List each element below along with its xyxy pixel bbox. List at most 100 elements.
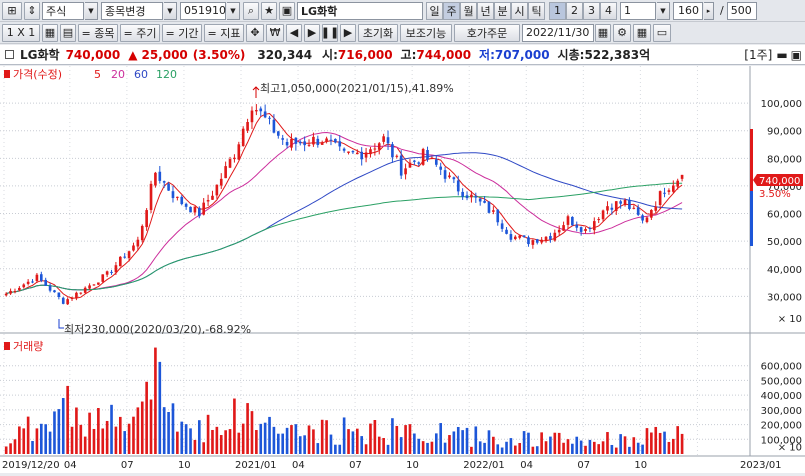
candle-body bbox=[395, 155, 399, 157]
period-tab[interactable]: 틱 bbox=[528, 1, 545, 20]
period-tab[interactable]: 일 bbox=[426, 1, 443, 20]
star-icon[interactable]: ★ bbox=[261, 1, 277, 20]
volume-bar bbox=[382, 438, 385, 454]
period-tab[interactable]: 분 bbox=[494, 1, 511, 20]
toolbar2-filter-button[interactable]: = 기간 bbox=[162, 23, 202, 42]
change-item-select[interactable]: 종목변경 bbox=[101, 1, 163, 20]
won-icon[interactable]: ₩ bbox=[266, 23, 284, 42]
calendar-icon[interactable]: ▦ bbox=[595, 23, 611, 42]
checkbox-icon[interactable] bbox=[5, 50, 14, 59]
time-tick-label: 2019/12/20 bbox=[2, 460, 60, 471]
volume-bar bbox=[448, 435, 451, 454]
volume-bar bbox=[290, 425, 293, 454]
number-tab[interactable]: 2 bbox=[566, 1, 583, 20]
chevron-down-icon[interactable]: ▼ bbox=[164, 1, 177, 20]
move-icon[interactable]: ✥ bbox=[246, 23, 264, 42]
candle-body bbox=[492, 210, 495, 212]
aux-function-button[interactable]: 보조기능 bbox=[400, 23, 452, 42]
candle-body bbox=[228, 159, 232, 168]
chevron-down-icon[interactable]: ▼ bbox=[85, 1, 98, 20]
spinner-icon[interactable]: ▸ bbox=[704, 1, 714, 20]
ratio-small-icon[interactable]: ▤ bbox=[60, 23, 76, 42]
volume-bar bbox=[439, 423, 443, 454]
minimize-icon[interactable]: ▬ bbox=[776, 47, 788, 62]
volume-bar bbox=[66, 385, 69, 454]
window-icon[interactable]: ▭ bbox=[653, 23, 671, 42]
volume-bar bbox=[334, 444, 337, 454]
candle-body bbox=[312, 136, 315, 145]
pause-icon[interactable]: ❚❚ bbox=[321, 23, 339, 42]
volume-bar bbox=[92, 428, 96, 454]
current-pct-label: 3.50% bbox=[759, 189, 791, 200]
grid-icon[interactable]: ▦ bbox=[42, 23, 58, 42]
candle-body bbox=[88, 285, 91, 289]
volume-bar bbox=[474, 426, 478, 454]
count-input[interactable]: 160 bbox=[673, 1, 703, 20]
period-tab[interactable]: 시 bbox=[511, 1, 528, 20]
volume-tick-label: 600,000 bbox=[761, 362, 802, 373]
number-tab[interactable]: 4 bbox=[600, 1, 617, 20]
period-tab[interactable]: 주 bbox=[443, 1, 460, 20]
arrow-up-down-icon[interactable]: ⇕ bbox=[24, 1, 40, 20]
candle-body bbox=[680, 174, 684, 179]
price-tick-label: 70,000 bbox=[767, 182, 802, 193]
period-tab[interactable]: 년 bbox=[477, 1, 494, 20]
volume-bar bbox=[110, 404, 113, 454]
volume-bar bbox=[338, 444, 342, 454]
candle-body bbox=[26, 281, 30, 284]
volume-bar bbox=[566, 439, 570, 454]
toolbar2-filter-button[interactable]: = 지표 bbox=[204, 23, 244, 42]
candle-body bbox=[246, 122, 249, 131]
chevron-down-icon[interactable]: ▼ bbox=[657, 1, 670, 20]
ratio-button[interactable]: 1 X 1 bbox=[2, 23, 40, 42]
candle-body bbox=[676, 180, 680, 187]
volume-bar bbox=[575, 436, 579, 454]
maximize-icon[interactable]: ▣ bbox=[790, 47, 802, 62]
volume-tick-label: 100,000 bbox=[761, 435, 802, 446]
volume-bar bbox=[351, 431, 355, 454]
candle-body bbox=[316, 138, 320, 145]
reset-button[interactable]: 초기화 bbox=[358, 23, 398, 42]
candle-body bbox=[66, 299, 69, 305]
number-tab[interactable]: 1 bbox=[549, 1, 566, 20]
gear-icon[interactable]: ⚙ bbox=[613, 23, 631, 42]
volume-bar bbox=[211, 429, 214, 454]
volume-bar bbox=[259, 423, 263, 454]
candle-body bbox=[272, 119, 276, 133]
candle-body bbox=[658, 191, 662, 206]
volume-bar bbox=[614, 447, 618, 454]
candle-body bbox=[197, 207, 201, 217]
candle-body bbox=[505, 229, 508, 234]
candle-body bbox=[610, 207, 614, 210]
volume-bar bbox=[408, 424, 412, 454]
search-icon[interactable]: ⌕ bbox=[243, 1, 259, 20]
volume-bar bbox=[285, 427, 289, 454]
time-tick-label: 2023/01 bbox=[740, 460, 782, 471]
market-select[interactable]: 주식 bbox=[42, 1, 84, 20]
number-tab[interactable]: 3 bbox=[583, 1, 600, 20]
volume-bar bbox=[97, 408, 100, 454]
date-input[interactable]: 2022/11/30 bbox=[522, 23, 594, 42]
stock-code-input[interactable]: 051910 bbox=[180, 1, 226, 20]
volume-bar bbox=[57, 409, 61, 454]
candle-body bbox=[654, 206, 658, 211]
layout-icon[interactable]: ⊞ bbox=[2, 1, 22, 20]
volume-bar bbox=[434, 433, 438, 454]
toolbar2-filter-button[interactable]: = 주기 bbox=[120, 23, 160, 42]
order-button[interactable]: 호가주문 bbox=[454, 23, 520, 42]
volume-bar bbox=[70, 426, 74, 454]
grid-settings-icon[interactable]: ▦ bbox=[633, 23, 651, 42]
candle-body bbox=[382, 136, 385, 142]
unit-input[interactable]: 1 bbox=[620, 1, 656, 20]
rewind-icon[interactable]: ◀ bbox=[286, 23, 302, 42]
forward-icon[interactable]: ▶ bbox=[340, 23, 356, 42]
max-count-input[interactable]: 500 bbox=[726, 1, 757, 20]
chevron-down-icon[interactable]: ▼ bbox=[227, 1, 240, 20]
toolbar2-filter-button[interactable]: = 종목 bbox=[78, 23, 118, 42]
stock-info-icon[interactable]: ▣ bbox=[279, 1, 295, 20]
play-icon[interactable]: ▶ bbox=[304, 23, 320, 42]
period-tab[interactable]: 월 bbox=[460, 1, 477, 20]
candle-body bbox=[290, 139, 293, 148]
volume-bar bbox=[123, 431, 127, 454]
